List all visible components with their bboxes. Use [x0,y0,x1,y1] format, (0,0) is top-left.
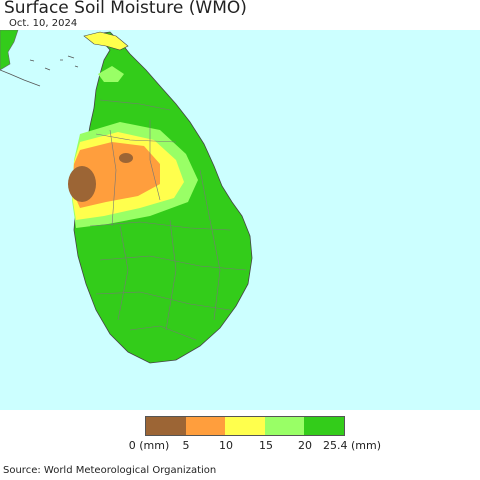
india-coast-line [0,69,41,87]
legend-swatch-4 [304,417,344,435]
very-dry-spot-coast [68,166,96,202]
source-credit: Source: World Meteorological Organizatio… [3,465,217,476]
soil-moisture-map [0,30,480,410]
legend-label-2: 10 [219,439,233,452]
legend-label-0: 0 (mm) [128,439,170,452]
legend-bar [145,416,345,436]
very-dry-spot-inland [119,153,133,163]
legend-swatch-2 [225,417,265,435]
legend-label-4: 20 [298,439,312,452]
legend-swatch-3 [264,417,305,435]
legend-label-3: 15 [259,439,273,452]
legend-label-1: 5 [182,439,190,452]
legend-swatch-1 [185,417,226,435]
map-date: Oct. 10, 2024 [9,18,78,29]
jaffna-peninsula [83,31,129,51]
india-mainland [0,30,19,71]
district-boundaries [89,99,247,341]
islands [29,55,79,71]
legend-swatch-0 [146,417,186,435]
map-title: Surface Soil Moisture (WMO) [4,0,247,18]
legend-label-5: 25.4 (mm) [322,439,382,452]
north-moderate-zone [98,66,124,82]
